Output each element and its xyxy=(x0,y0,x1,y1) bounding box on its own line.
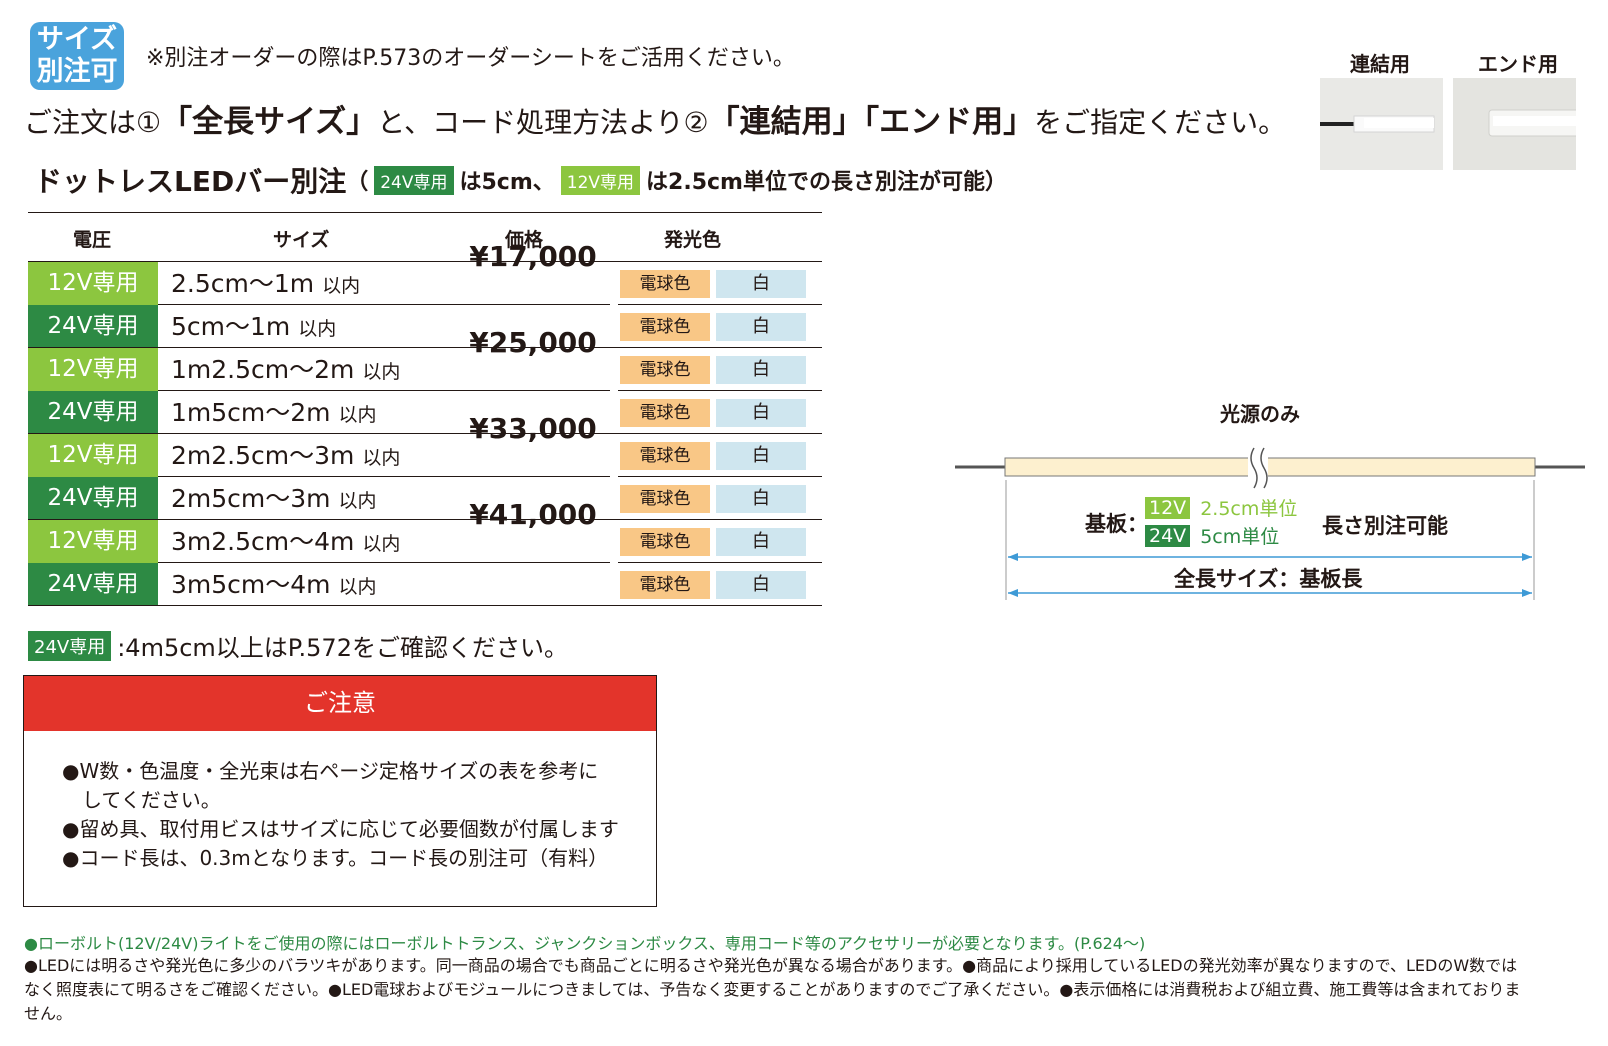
color-white-cell: 白 xyxy=(716,571,806,599)
color-white-cell: 白 xyxy=(716,442,806,470)
header-size: サイズ xyxy=(273,229,330,251)
size-cell: 3m2.5cm～4m 以内 xyxy=(171,527,401,556)
end-photo-label: エンド用 xyxy=(1478,52,1558,76)
color-bulb-cell: 電球色 xyxy=(620,270,710,298)
diagram-title: 光源のみ xyxy=(1220,402,1300,426)
header-price: 価格 xyxy=(505,229,544,251)
color-bulb-cell: 電球色 xyxy=(620,442,710,470)
connect-photo-label: 連結用 xyxy=(1350,52,1410,76)
tag-24v: 24V専用 xyxy=(28,630,112,661)
tag-12v: 12V専用 xyxy=(560,165,641,195)
color-white-cell: 白 xyxy=(716,528,806,556)
size-cell: 1m5cm～2m 以内 xyxy=(171,398,377,427)
voltage-cell: 24V専用 xyxy=(28,563,158,606)
disclaimer-text: ●LEDには明るさや発光色に多少のバラツキがあります。同一商品の場合でも商品ごと… xyxy=(24,956,1521,1023)
table-row: 24V専用 5cm～1m 以内 電球色白 ¥17,000 xyxy=(28,240,822,348)
voltage-cell: 24V専用 xyxy=(28,477,158,520)
size-cell: 5cm～1m 以内 xyxy=(171,312,337,341)
order-sheet-note: ※別注オーダーの際はP.573のオーダーシートをご活用ください。 xyxy=(146,46,795,71)
color-bulb-cell: 電球色 xyxy=(620,399,710,427)
section-title: ドットレスLEDバー別注 （ 24V専用 は5cm、 12V専用 は2.5cm単… xyxy=(34,165,1007,198)
table-row: 24V専用 3m5cm～4m 以内 電球色白 ¥41,000 xyxy=(28,498,822,606)
table-row: 24V専用 1m5cm～2m 以内 電球色白 ¥25,000 xyxy=(28,326,822,434)
connect-product-image xyxy=(1320,115,1435,133)
color-white-cell: 白 xyxy=(716,313,806,341)
color-white-cell: 白 xyxy=(716,399,806,427)
color-white-cell: 白 xyxy=(716,485,806,513)
custom-price-table: 電圧 サイズ 価格 発光色 12V専用 2.5cm～1m 以内 電球色白 24V専用 5… xyxy=(28,212,822,606)
unit-12v: 12V 2.5cm単位 xyxy=(1145,494,1297,521)
voltage-cell: 12V専用 xyxy=(28,348,158,391)
board-label: 基板： xyxy=(1085,512,1148,536)
color-bulb-cell: 電球色 xyxy=(620,485,710,513)
price-cell: ¥17,000 xyxy=(469,240,597,273)
connect-photo xyxy=(1320,78,1443,170)
voltage-cell: 24V専用 xyxy=(28,305,158,348)
size-cell: 2.5cm～1m 以内 xyxy=(171,269,361,298)
caution-title: ご注意 xyxy=(24,676,656,731)
size-cell: 3m5cm～4m 以内 xyxy=(171,570,377,599)
size-cell: 2m5cm～3m 以内 xyxy=(171,484,377,513)
color-bulb-cell: 電球色 xyxy=(620,571,710,599)
table-row: 12V専用 2.5cm～1m 以内 電球色白 xyxy=(28,262,822,305)
length-custom-label: 長さ別注可能 xyxy=(1322,514,1448,538)
table-row: 12V専用 1m2.5cm～2m 以内 電球色白 xyxy=(28,348,822,391)
color-bulb-cell: 電球色 xyxy=(620,356,710,384)
caution-box: ご注意 ●W数・色温度・全光束は右ページ定格サイズの表を参考に してください。 … xyxy=(23,675,657,907)
unit-24v: 24V 5cm単位 xyxy=(1145,522,1279,549)
color-bulb-cell: 電球色 xyxy=(620,528,710,556)
header-color: 発光色 xyxy=(664,229,722,251)
table-row: 24V専用 2m5cm～3m 以内 電球色白 ¥33,000 xyxy=(28,412,822,520)
color-white-cell: 白 xyxy=(716,270,806,298)
table-body: 12V専用 2.5cm～1m 以内 電球色白 24V専用 5cm～1m 以内 電球色白 ¥1… xyxy=(28,240,822,606)
caution-body: ●W数・色温度・全光束は右ページ定格サイズの表を参考に してください。 ●留め具… xyxy=(62,759,619,870)
price-cell: ¥41,000 xyxy=(469,498,597,531)
order-instruction: ご注文は①「全長サイズ」と、コード処理方法より②「連結用」「エンド用」をご指定く… xyxy=(24,104,1287,140)
color-white-cell: 白 xyxy=(716,356,806,384)
end-photo xyxy=(1453,78,1580,170)
lowvolt-note: ●ローボルト(12V/24V)ライトをご使用の際にはローボルトトランス、ジャンク… xyxy=(24,934,1146,953)
price-cell: ¥33,000 xyxy=(469,412,597,445)
size-cell: 1m2.5cm～2m 以内 xyxy=(171,355,401,384)
color-bulb-cell: 電球色 xyxy=(620,313,710,341)
end-product-image xyxy=(1488,109,1580,137)
total-length-label: 全長サイズ：基板長 xyxy=(1174,567,1363,591)
header-voltage: 電圧 xyxy=(73,229,112,251)
voltage-cell: 12V専用 xyxy=(28,434,158,477)
size-cell: 2m2.5cm～3m 以内 xyxy=(171,441,401,470)
tag-24v: 24V専用 xyxy=(374,165,454,195)
voltage-cell: 24V専用 xyxy=(28,391,158,434)
table-header: 電圧 サイズ 価格 発光色 xyxy=(28,212,822,262)
led-bar-diagram xyxy=(955,447,1585,600)
voltage-cell: 12V専用 xyxy=(28,520,158,563)
size-custom-badge: サイズ 別注可 xyxy=(30,22,124,90)
table-row: 12V専用 3m2.5cm～4m 以内 電球色白 xyxy=(28,520,822,563)
table-row: 12V専用 2m2.5cm～3m 以内 電球色白 xyxy=(28,434,822,477)
voltage-cell: 12V専用 xyxy=(28,262,158,305)
over-4m-note: 24V専用 :4m5cm以上はP.572をご確認ください。 xyxy=(28,628,568,663)
price-cell: ¥25,000 xyxy=(469,326,597,359)
